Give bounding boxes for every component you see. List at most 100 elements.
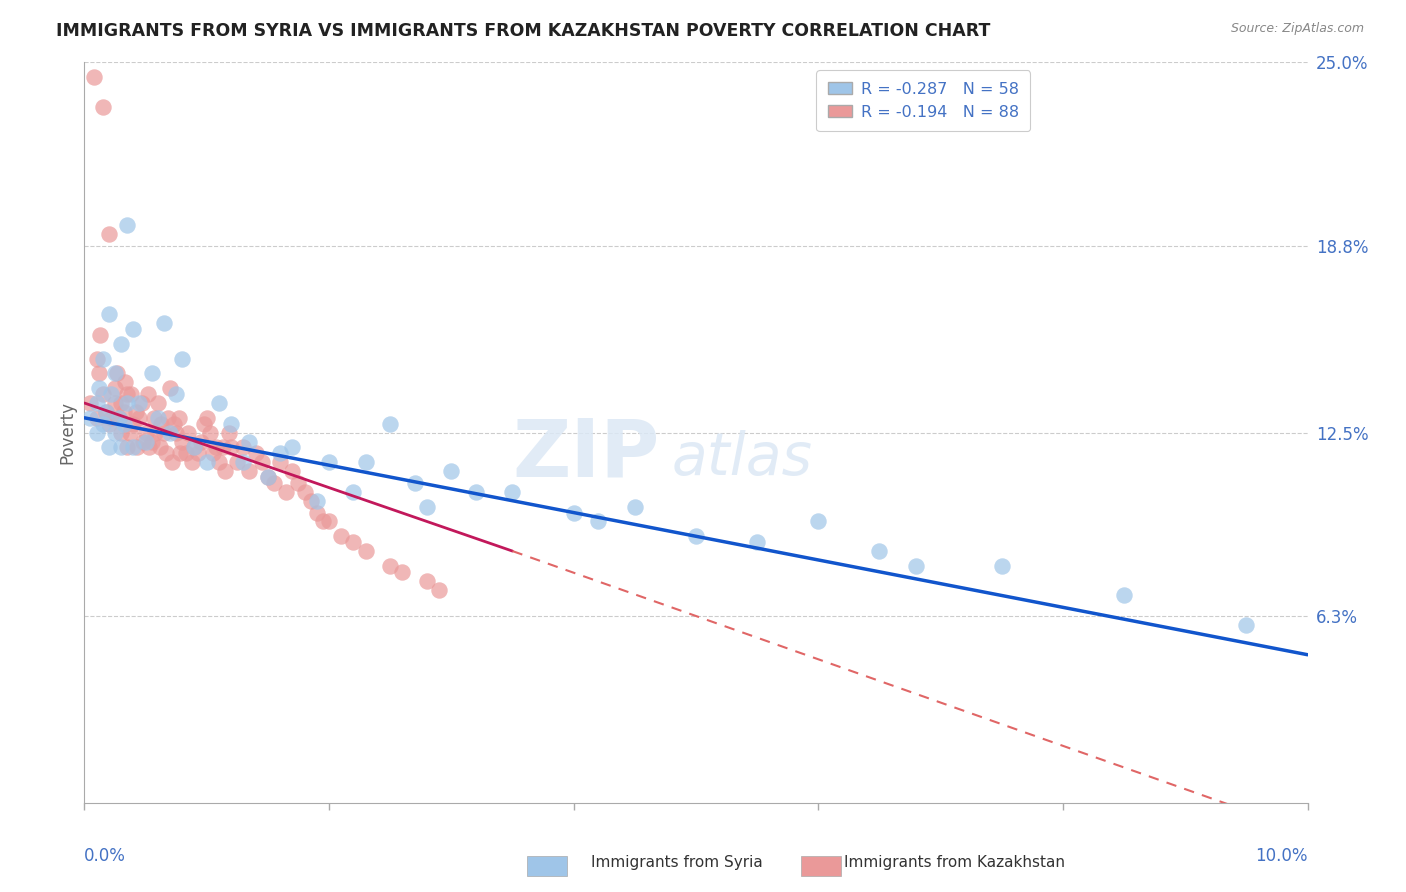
Point <box>190 434 212 449</box>
Point <box>153 316 176 330</box>
Point <box>110 336 132 351</box>
Point <box>416 574 439 588</box>
Text: Immigrants from Syria: Immigrants from Syria <box>591 855 762 870</box>
Point <box>181 455 204 469</box>
Point <box>110 425 132 440</box>
Point <box>195 455 218 469</box>
Point <box>685 529 707 543</box>
Point <box>342 535 364 549</box>
Point <box>219 441 242 455</box>
Point <box>502 484 524 499</box>
Point <box>232 455 254 469</box>
Point <box>104 367 127 381</box>
Point <box>905 558 928 573</box>
Point <box>200 425 222 440</box>
Point <box>257 470 280 484</box>
Point <box>440 464 463 478</box>
Point <box>146 396 169 410</box>
Point <box>143 410 166 425</box>
Point <box>299 493 322 508</box>
Point <box>110 396 132 410</box>
Point <box>159 381 181 395</box>
Point <box>276 484 298 499</box>
Point <box>97 417 120 431</box>
Point <box>294 484 316 499</box>
Point <box>91 351 114 366</box>
Point <box>330 529 353 543</box>
Point <box>83 70 105 85</box>
Point <box>211 441 233 455</box>
Point <box>112 417 135 431</box>
Point <box>87 367 110 381</box>
Point <box>86 351 108 366</box>
Point <box>342 484 364 499</box>
Point <box>416 500 439 514</box>
Point <box>165 425 187 440</box>
Point <box>250 455 273 469</box>
Point <box>100 387 122 401</box>
Point <box>97 307 120 321</box>
Point <box>122 322 145 336</box>
Point <box>177 425 200 440</box>
Point <box>122 441 145 455</box>
Point <box>159 425 181 440</box>
Point <box>427 582 450 597</box>
Point <box>135 425 157 440</box>
Point <box>118 425 141 440</box>
Point <box>195 410 218 425</box>
Point <box>86 410 108 425</box>
Point <box>380 417 402 431</box>
Point <box>281 464 304 478</box>
Point <box>91 387 114 401</box>
Text: IMMIGRANTS FROM SYRIA VS IMMIGRANTS FROM KAZAKHSTAN POVERTY CORRELATION CHART: IMMIGRANTS FROM SYRIA VS IMMIGRANTS FROM… <box>56 22 991 40</box>
Text: 10.0%: 10.0% <box>1256 847 1308 865</box>
Point <box>226 455 249 469</box>
Point <box>143 425 166 440</box>
Point <box>156 410 179 425</box>
Point <box>586 515 609 529</box>
Point <box>869 544 891 558</box>
Point <box>135 434 157 449</box>
Point <box>141 367 163 381</box>
Point <box>205 441 228 455</box>
Point <box>96 405 118 419</box>
Point <box>115 387 138 401</box>
Point <box>562 506 585 520</box>
Point <box>172 434 194 449</box>
Point <box>269 455 291 469</box>
Point <box>1114 589 1136 603</box>
Point <box>105 367 128 381</box>
Point <box>120 387 142 401</box>
Point <box>193 417 215 431</box>
Point <box>104 425 127 440</box>
Point <box>91 417 114 431</box>
Point <box>263 475 285 490</box>
Point <box>312 515 335 529</box>
Point <box>318 515 340 529</box>
Point <box>107 410 129 425</box>
Point <box>245 446 267 460</box>
Point <box>232 441 254 455</box>
Point <box>380 558 402 573</box>
Point <box>991 558 1014 573</box>
Point <box>128 396 150 410</box>
Point <box>91 100 114 114</box>
Point <box>155 446 177 460</box>
Point <box>125 405 148 419</box>
Point <box>97 441 120 455</box>
Point <box>115 219 138 233</box>
Y-axis label: Poverty: Poverty <box>58 401 76 464</box>
Legend: R = -0.287   N = 58, R = -0.194   N = 88: R = -0.287 N = 58, R = -0.194 N = 88 <box>817 70 1031 131</box>
Point <box>86 425 108 440</box>
Point <box>122 417 145 431</box>
Point <box>183 441 205 455</box>
Point <box>110 441 132 455</box>
Point <box>214 464 236 478</box>
Point <box>354 544 377 558</box>
Point <box>112 405 135 419</box>
Point <box>149 441 172 455</box>
Point <box>218 425 240 440</box>
Point <box>100 410 122 425</box>
Point <box>150 417 173 431</box>
Point <box>807 515 830 529</box>
